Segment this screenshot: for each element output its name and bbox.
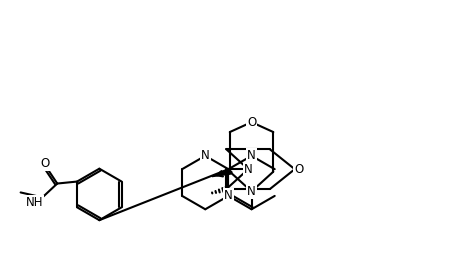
Text: N: N bbox=[247, 149, 256, 162]
Text: N: N bbox=[247, 185, 256, 198]
Text: O: O bbox=[294, 163, 303, 176]
Text: NH: NH bbox=[26, 196, 43, 209]
Polygon shape bbox=[212, 169, 230, 177]
Text: O: O bbox=[247, 116, 256, 129]
Text: O: O bbox=[41, 157, 50, 170]
Text: N: N bbox=[244, 163, 253, 176]
Text: N: N bbox=[224, 189, 233, 202]
Text: N: N bbox=[201, 149, 210, 162]
